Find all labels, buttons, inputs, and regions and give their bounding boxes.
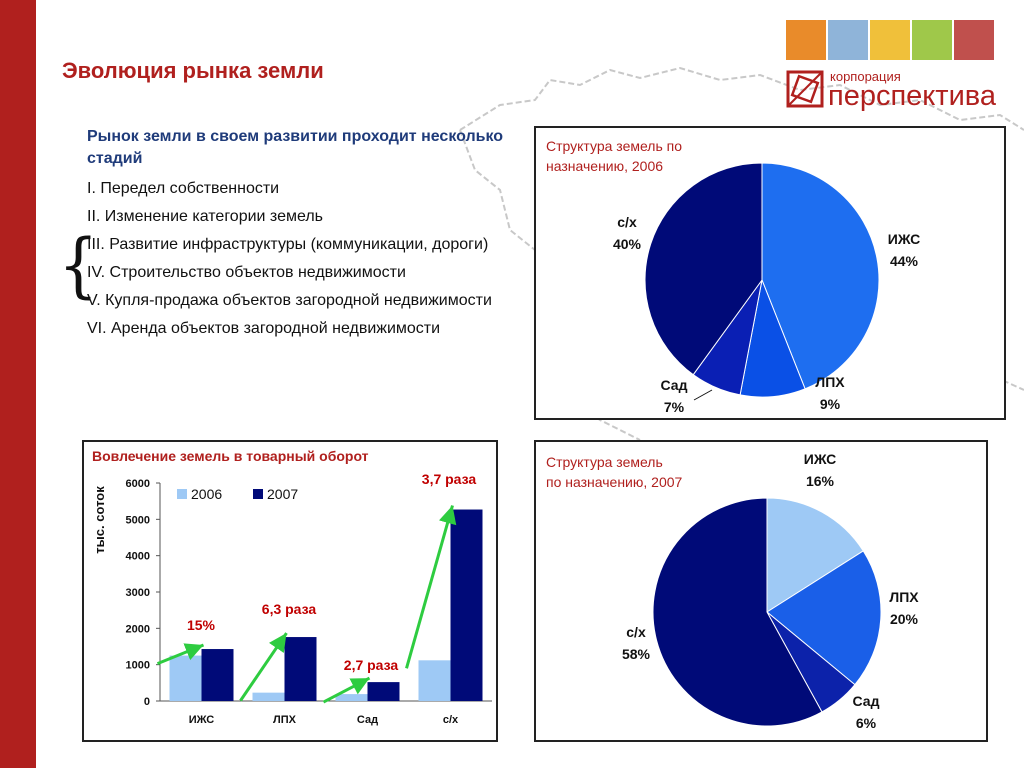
pie-slice-value: 7% bbox=[664, 399, 685, 415]
pie-2006-title: Структура земель по назначению, 2006 bbox=[546, 138, 683, 174]
pie-2006-panel: Структура земель по назначению, 2006 ИЖС… bbox=[534, 126, 1006, 420]
logo-tile bbox=[954, 20, 994, 60]
pie-slice-label: ИЖС bbox=[888, 231, 920, 247]
legend-label: 2006 bbox=[191, 486, 222, 502]
legend-swatch bbox=[253, 489, 263, 499]
stage-item-1: I. Передел собственности bbox=[87, 180, 280, 197]
pie-slice-label: с/х bbox=[626, 624, 646, 640]
stages-list: I. Передел собственности II. Изменение к… bbox=[87, 178, 517, 346]
logo-tile bbox=[870, 20, 910, 60]
pie-2006-chart: ИЖС 44% ЛПХ 9% Сад 7% с/х 40% bbox=[613, 162, 920, 415]
x-tick-label: с/х bbox=[443, 714, 459, 726]
stage-item-4: IV. Строительство объектов недвижимости bbox=[87, 264, 406, 281]
legend-label: 2007 bbox=[267, 486, 298, 502]
bar-2006-0 bbox=[169, 655, 202, 701]
growth-arrow bbox=[239, 632, 288, 702]
pie-slice-value: 40% bbox=[613, 236, 642, 252]
logo-small-text: корпорация bbox=[830, 69, 901, 84]
bar-2007-0 bbox=[201, 649, 234, 701]
pie-slice-label: Сад bbox=[661, 377, 688, 393]
pie-slice-label: ЛПХ bbox=[889, 589, 919, 605]
pie-slice-label: Сад bbox=[853, 693, 880, 709]
growth-annotation: 3,7 раза bbox=[422, 471, 477, 487]
pie-slice-label: ЛПХ bbox=[815, 374, 845, 390]
logo-big-text: перспектива bbox=[828, 80, 996, 112]
growth-arrow bbox=[322, 676, 371, 704]
bar-2006-1 bbox=[252, 692, 285, 701]
bar-2006-3 bbox=[418, 660, 451, 701]
page-title: Эволюция рынка земли bbox=[62, 58, 324, 83]
y-axis-label: тыс. соток bbox=[92, 486, 107, 554]
stage-item-6: VI. Аренда объектов загородной недвижимо… bbox=[87, 320, 441, 337]
growth-arrow bbox=[156, 643, 205, 665]
pie-2007-chart: ИЖС 16% ЛПХ 20% Сад 6% с/х 58% bbox=[622, 451, 919, 731]
y-tick-label: 6000 bbox=[126, 478, 150, 490]
logo-mark-icon bbox=[786, 70, 824, 108]
y-tick-label: 1000 bbox=[126, 660, 150, 672]
x-tick-label: ИЖС bbox=[189, 714, 215, 726]
y-tick-label: 3000 bbox=[126, 587, 150, 599]
pie-slice-value: 44% bbox=[890, 253, 919, 269]
bar-chart-title: Вовлечение земель в товарный оборот bbox=[92, 448, 369, 464]
bar-chart: 0 1000 2000 3000 4000 5000 6000 тыс. соток ИЖС ЛП… bbox=[92, 471, 492, 726]
sad-leader-line bbox=[693, 389, 713, 401]
y-tick-label: 5000 bbox=[126, 514, 150, 526]
intro-heading: Рынок земли в своем развитии проходит не… bbox=[87, 128, 504, 167]
pie-slice-3 bbox=[652, 497, 823, 727]
logo-tile bbox=[786, 20, 826, 60]
legend-swatch bbox=[177, 489, 187, 499]
pie-slice-value: 20% bbox=[890, 611, 919, 627]
stages-brace: { bbox=[58, 224, 99, 306]
pie-slice-0 bbox=[761, 162, 880, 390]
growth-annotation: 2,7 раза bbox=[344, 657, 399, 673]
pie-2007-panel: Структура земель по назначению, 2007 ИЖС… bbox=[534, 440, 988, 742]
pie-slice-label: ИЖС bbox=[804, 451, 836, 467]
x-tick-label: Сад bbox=[357, 714, 378, 726]
pie-slice-value: 9% bbox=[820, 396, 841, 412]
growth-arrow bbox=[405, 505, 457, 669]
growth-annotation: 6,3 раза bbox=[262, 601, 317, 617]
growth-annotation: 15% bbox=[187, 617, 216, 633]
pie-slice-value: 58% bbox=[622, 646, 651, 662]
pie-slice-1 bbox=[766, 550, 882, 686]
logo-tile bbox=[828, 20, 868, 60]
pie-slice-value: 6% bbox=[856, 715, 877, 731]
y-tick-label: 4000 bbox=[126, 551, 150, 563]
pie-slice-3 bbox=[644, 162, 763, 376]
pie-2007-title: Структура земель по назначению, 2007 bbox=[546, 454, 683, 490]
left-accent-bar bbox=[0, 0, 36, 768]
pie-slice-label: с/х bbox=[617, 214, 637, 230]
stage-item-3: III. Развитие инфраструктуры (коммуникац… bbox=[87, 236, 489, 253]
y-tick-label: 2000 bbox=[126, 623, 150, 635]
bar-2007-3 bbox=[450, 509, 483, 701]
stage-item-2: II. Изменение категории земель bbox=[87, 208, 324, 225]
pie-slice-value: 16% bbox=[806, 473, 835, 489]
bar-2006-2 bbox=[335, 694, 368, 701]
bar-2007-2 bbox=[367, 682, 400, 701]
pie-slice-0 bbox=[766, 497, 864, 613]
stage-item-5: V. Купля-продажа объектов загородной нед… bbox=[87, 292, 492, 309]
logo-tile bbox=[912, 20, 952, 60]
y-tick-label: 0 bbox=[144, 696, 150, 708]
x-tick-label: ЛПХ bbox=[273, 714, 297, 726]
bar-2007-1 bbox=[284, 637, 317, 701]
